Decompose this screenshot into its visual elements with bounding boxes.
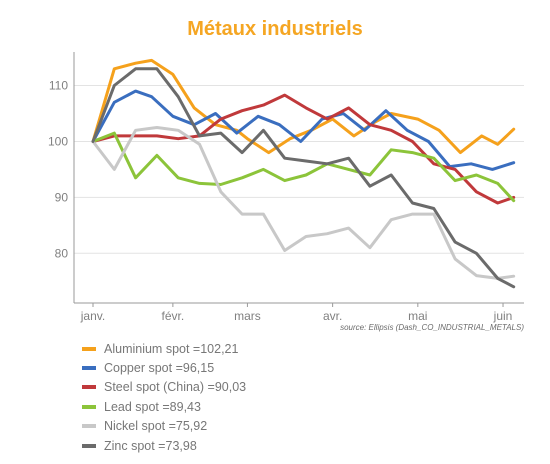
x-tick-label: janv.: [80, 309, 105, 323]
legend-label: Copper spot =96,15: [104, 361, 215, 376]
source-note: source: Ellipsis (Dash_CO_INDUSTRIAL_MET…: [340, 323, 524, 332]
series-lines: [91, 58, 516, 289]
x-tick-label: mars: [234, 309, 261, 323]
series-line-aluminium-spot: [91, 58, 516, 155]
legend-swatch: [82, 366, 96, 371]
y-tick-label: 80: [55, 246, 69, 260]
legend-item: Steel spot (China) =90,03: [82, 378, 246, 397]
legend: Aluminium spot =102,21 Copper spot =96,15…: [82, 339, 246, 455]
x-tick-label: mai: [408, 309, 427, 323]
legend-swatch: [82, 385, 96, 390]
series-line-zinc-spot: [91, 67, 516, 289]
legend-label: Nickel spot =75,92: [104, 419, 208, 434]
x-tick-label: févr.: [162, 309, 185, 323]
y-tick-label: 100: [48, 134, 68, 148]
legend-item: Lead spot =89,43: [82, 397, 246, 416]
legend-swatch: [82, 424, 96, 429]
legend-item: Aluminium spot =102,21: [82, 339, 246, 358]
legend-swatch: [82, 346, 96, 351]
legend-label: Lead spot =89,43: [104, 399, 201, 414]
series-line-lead-spot: [91, 131, 516, 203]
series-line-steel-spot-china: [91, 93, 516, 205]
legend-swatch: [82, 404, 96, 409]
series-line-nickel-spot: [91, 126, 516, 280]
chart-title: Métaux industriels: [187, 18, 363, 40]
y-tick-label: 90: [55, 190, 69, 204]
y-tick-label: 110: [49, 79, 68, 93]
legend-label: Aluminium spot =102,21: [104, 341, 239, 356]
legend-item: Copper spot =96,15: [82, 358, 246, 377]
legend-label: Zinc spot =73,98: [104, 438, 197, 453]
legend-label: Steel spot (China) =90,03: [104, 380, 247, 395]
x-tick-label: avr.: [323, 309, 342, 323]
tick-labels: 80 90 100 110 janv. févr. mars avr. mai juin: [48, 79, 512, 323]
legend-item: Zinc spot =73,98: [82, 436, 246, 455]
legend-item: Nickel spot =75,92: [82, 417, 246, 436]
axes: [73, 52, 524, 307]
series-line-copper-spot: [91, 89, 516, 171]
legend-swatch: [82, 443, 96, 448]
x-tick-label: juin: [493, 309, 513, 323]
